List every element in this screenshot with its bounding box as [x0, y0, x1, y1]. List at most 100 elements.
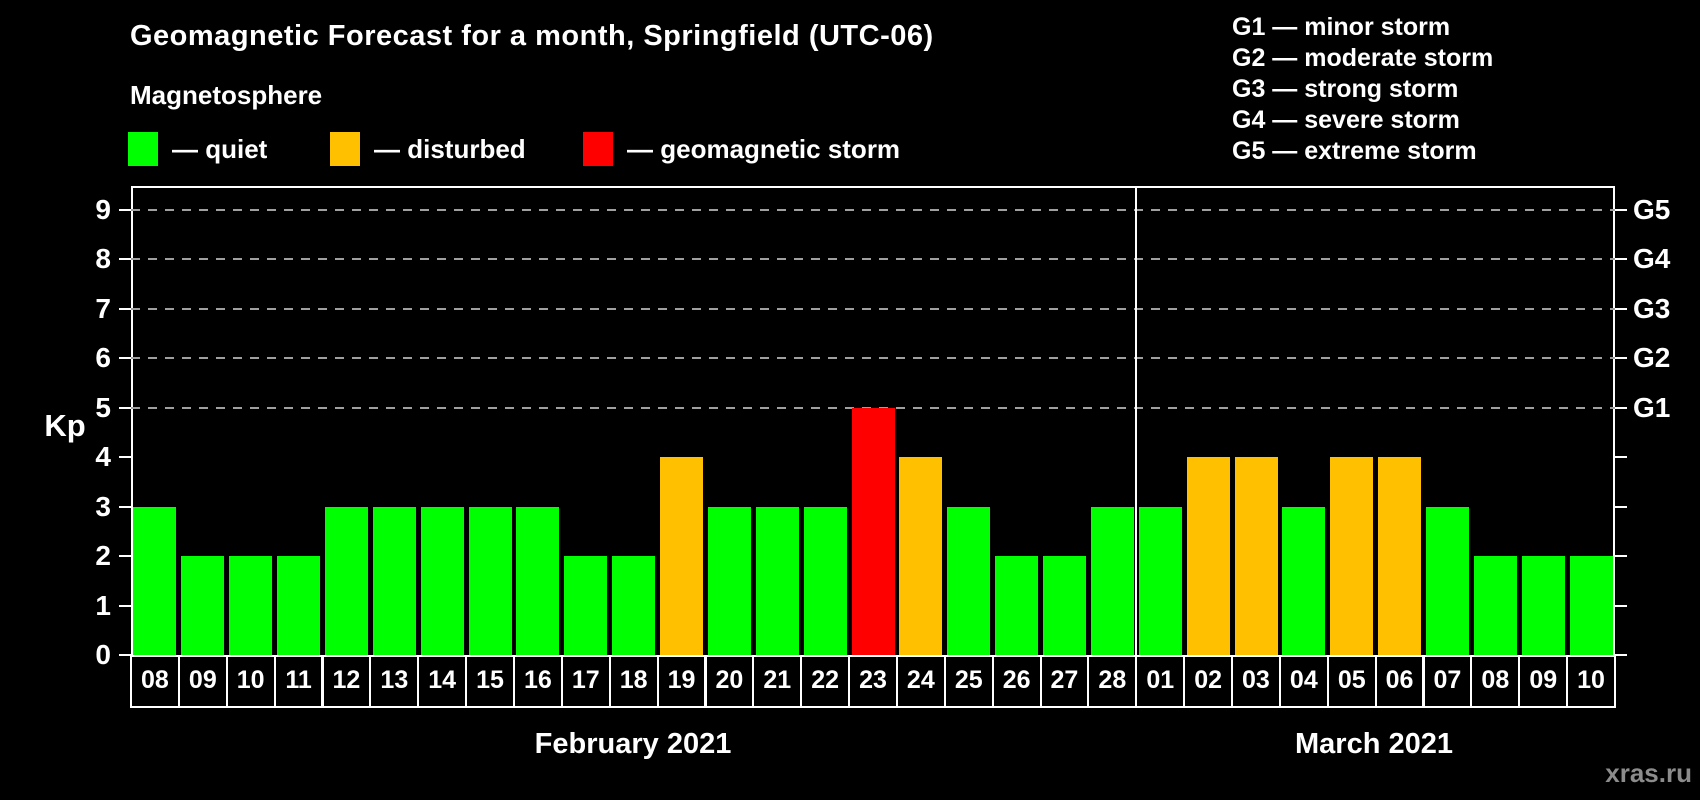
day-label-cell: 28 — [1087, 655, 1138, 708]
kp-bar-quiet-day-26 — [995, 556, 1039, 655]
kp-bar-quiet-day-01 — [1138, 506, 1182, 655]
left-tick-kp0 — [119, 654, 131, 656]
y-tick-label-1: 1 — [95, 589, 111, 621]
day-label-cell: 07 — [1422, 655, 1473, 708]
left-tick-kp5 — [119, 406, 131, 409]
legend-item-quiet: — quiet — [128, 132, 267, 166]
kp-bar-disturbed-day-05 — [1330, 457, 1374, 655]
day-label-cell: 23 — [848, 655, 898, 708]
kp-bar-disturbed-day-03 — [1234, 457, 1278, 655]
right-tick-kp7 — [1615, 307, 1627, 310]
day-label-cell: 18 — [608, 655, 659, 708]
legend-label-storm: — geomagnetic storm — [627, 134, 901, 164]
left-tick-kp8 — [119, 258, 131, 260]
day-label-cell: 15 — [465, 655, 515, 708]
month-divider — [1135, 186, 1138, 655]
kp-bar-quiet-day-11 — [277, 556, 320, 655]
g-tick-label-G1: G1 — [1633, 391, 1671, 423]
day-label-cell: 10 — [225, 655, 276, 708]
g-tick-label-G3: G3 — [1633, 292, 1671, 324]
y-tick-label-0: 0 — [95, 639, 111, 670]
day-label-cell: 10 — [1566, 655, 1616, 708]
y-tick-label-7: 7 — [95, 292, 111, 324]
legend-label-disturbed: — disturbed — [374, 134, 526, 164]
day-label-cell: 06 — [1374, 655, 1425, 708]
day-label-cell: 17 — [560, 655, 611, 708]
left-tick-kp4 — [119, 456, 131, 458]
day-label-cell: 02 — [1183, 655, 1234, 708]
g-tick-label-G5: G5 — [1633, 193, 1671, 225]
legend-swatch-storm — [583, 132, 613, 166]
kp-bar-quiet-day-10 — [1569, 556, 1613, 655]
day-label-cell: 08 — [130, 655, 180, 708]
day-label-cell: 05 — [1326, 655, 1377, 708]
day-label-cell: 21 — [752, 655, 803, 708]
left-tick-kp9 — [119, 208, 131, 211]
day-label-cell: 27 — [1039, 655, 1090, 708]
g-scale-legend-line-3: G3 — strong storm — [1232, 75, 1459, 103]
y-tick-label-2: 2 — [95, 540, 111, 571]
day-label-cell: 26 — [991, 655, 1042, 708]
kp-bar-quiet-day-20 — [707, 506, 751, 655]
kp-bar-quiet-day-04 — [1282, 506, 1326, 655]
kp-bar-quiet-day-15 — [468, 506, 512, 655]
y-tick-label-5: 5 — [95, 391, 111, 423]
gridline-kp6 — [131, 357, 1615, 359]
day-label-cell: 14 — [417, 655, 468, 708]
kp-bar-quiet-day-16 — [516, 506, 560, 655]
kp-bar-disturbed-day-02 — [1186, 457, 1230, 655]
day-label-cell: 24 — [895, 655, 946, 708]
left-tick-kp7 — [119, 307, 131, 310]
day-label-cell: 16 — [513, 655, 563, 708]
legend-swatch-quiet — [128, 132, 158, 166]
kp-bar-quiet-day-08 — [1473, 556, 1517, 655]
day-label-cell: 19 — [656, 655, 707, 708]
y-tick-label-8: 8 — [95, 243, 111, 274]
kp-bar-quiet-day-25 — [947, 506, 991, 655]
left-tick-kp2 — [119, 555, 131, 557]
day-label-cell: 01 — [1135, 655, 1186, 708]
right-tick-kp0 — [1615, 654, 1627, 656]
y-tick-label-3: 3 — [95, 490, 111, 522]
kp-bar-quiet-day-17 — [564, 556, 608, 655]
gridline-kp9 — [131, 208, 1615, 211]
kp-bar-quiet-day-28 — [1090, 506, 1134, 655]
day-label-cell: 09 — [177, 655, 228, 708]
legend-item-storm: — geomagnetic storm — [583, 132, 900, 166]
month-caption-february: February 2021 — [534, 728, 732, 760]
y-axis-title: Kp — [44, 408, 86, 443]
chart-title: Geomagnetic Forecast for a month, Spring… — [130, 20, 934, 52]
kp-bar-quiet-day-14 — [420, 506, 464, 655]
right-tick-kp4 — [1615, 456, 1627, 458]
y-tick-label-6: 6 — [95, 342, 111, 373]
kp-bar-quiet-day-21 — [755, 506, 799, 655]
right-tick-kp3 — [1615, 505, 1627, 508]
right-tick-kp1 — [1615, 604, 1627, 607]
g-scale-legend: G1 — minor storm G2 — moderate storm G3 — … — [1232, 12, 1493, 167]
kp-bar-quiet-day-12 — [324, 506, 368, 655]
day-label-cell: 09 — [1518, 655, 1569, 708]
right-tick-kp5 — [1615, 406, 1627, 409]
day-label-cell: 20 — [704, 655, 755, 708]
month-caption-march: March 2021 — [1295, 728, 1453, 760]
kp-bar-quiet-day-13 — [372, 506, 416, 655]
g-tick-label-G4: G4 — [1633, 243, 1671, 274]
g-scale-legend-line-5: G5 — extreme storm — [1232, 137, 1477, 165]
day-label-cell: 11 — [273, 655, 324, 708]
right-tick-kp8 — [1615, 258, 1627, 260]
left-tick-kp1 — [119, 604, 131, 607]
kp-bar-quiet-day-08 — [133, 506, 177, 655]
kp-bar-quiet-day-22 — [803, 506, 847, 655]
day-label-cell: 04 — [1278, 655, 1329, 708]
y-tick-label-9: 9 — [95, 193, 111, 225]
g-scale-legend-line-4: G4 — severe storm — [1232, 106, 1460, 134]
right-tick-kp9 — [1615, 208, 1627, 211]
right-tick-kp6 — [1615, 357, 1627, 359]
kp-bar-disturbed-day-06 — [1378, 457, 1422, 655]
watermark: xras.ru — [1605, 758, 1692, 788]
day-label-cell: 08 — [1470, 655, 1521, 708]
kp-bar-quiet-day-10 — [229, 556, 273, 655]
g-tick-label-G2: G2 — [1633, 342, 1671, 373]
g-scale-legend-line-1: G1 — minor storm — [1232, 13, 1451, 41]
